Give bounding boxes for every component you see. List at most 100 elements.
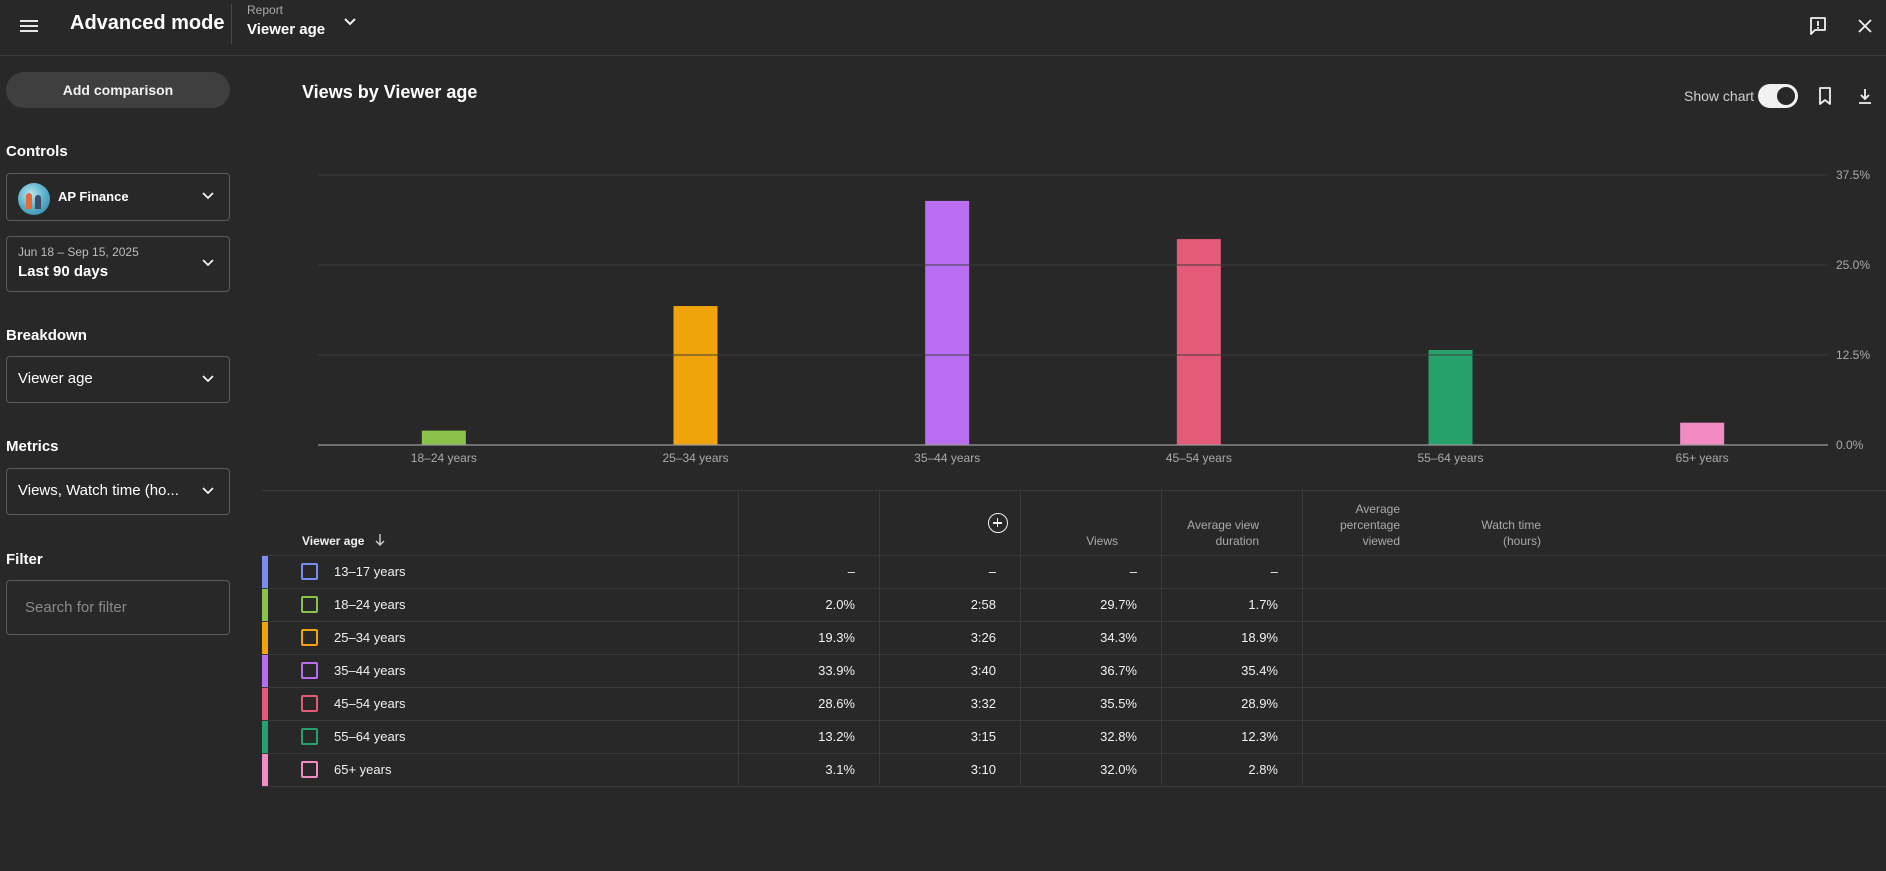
row-checkbox[interactable] [301,629,318,646]
table-row[interactable]: 25–34 years 19.3% 3:26 34.3% 18.9% [262,621,1886,654]
cell-avg-view-duration: 3:26 [970,630,996,645]
divider [231,4,232,44]
header-line: (hours) [1502,534,1541,548]
sort-arrow-down-icon[interactable] [374,533,386,547]
feedback-icon[interactable] [1806,14,1830,38]
column-divider [1302,491,1303,785]
row-divider [262,753,1886,754]
column-header-watch-time[interactable]: Watch time (hours) [1421,517,1541,549]
series-color-strip [262,721,268,753]
header-line: duration [1215,534,1259,548]
series-color-strip [262,655,268,687]
report-value: Viewer age [247,21,326,38]
series-color-strip [262,688,268,720]
table-row[interactable]: 45–54 years 28.6% 3:32 35.5% 28.9% [262,687,1886,720]
row-divider [262,588,1886,589]
series-color-strip [262,754,268,786]
metrics-title: Metrics [6,438,59,455]
cell-watch-time: 35.4% [1241,663,1278,678]
cell-watch-time: 28.9% [1241,696,1278,711]
add-metric-icon[interactable] [988,513,1008,533]
series-color-strip [262,589,268,621]
chart-bar [1428,349,1473,445]
cell-avg-percentage-viewed: – [1129,564,1137,579]
row-checkbox[interactable] [301,761,318,778]
close-icon[interactable] [1853,14,1877,38]
report-selector[interactable]: Report Viewer age [247,3,367,45]
x-tick-label: 65+ years [1676,451,1729,465]
chart-bar [1176,239,1221,445]
chevron-down-icon [202,486,214,494]
row-divider [262,786,1886,787]
row-divider [262,555,1886,556]
y-tick-label: 0.0% [1836,438,1864,452]
cell-views: 2.0% [825,597,855,612]
cell-views: 13.2% [818,729,855,744]
cell-avg-view-duration: 3:10 [970,762,996,777]
cell-views: 19.3% [818,630,855,645]
row-label: 55–64 years [334,729,406,744]
row-checkbox[interactable] [301,662,318,679]
row-label: 13–17 years [334,564,406,579]
table-row[interactable]: 65+ years 3.1% 3:10 32.0% 2.8% [262,753,1886,786]
filter-search-input[interactable] [6,580,230,635]
header-line: Average [1355,502,1400,516]
chevron-down-icon [202,192,214,200]
row-checkbox[interactable] [301,695,318,712]
row-checkbox[interactable] [301,563,318,580]
bookmark-icon[interactable] [1813,84,1837,108]
table-row[interactable]: 18–24 years 2.0% 2:58 29.7% 1.7% [262,588,1886,621]
cell-avg-view-duration: – [988,564,996,579]
breakdown-title: Breakdown [6,327,87,344]
table-row[interactable]: 55–64 years 13.2% 3:15 32.8% 12.3% [262,720,1886,753]
column-header-avg-view-duration[interactable]: Average view duration [1139,517,1259,549]
row-checkbox[interactable] [301,596,318,613]
breakdown-value: Viewer age [18,370,93,387]
table-row[interactable]: 35–44 years 33.9% 3:40 36.7% 35.4% [262,654,1886,687]
data-table: Viewer age Views Average view duration A… [262,491,1886,787]
row-divider [262,687,1886,688]
metrics-dropdown[interactable]: Views, Watch time (ho... [6,468,230,515]
column-divider [1161,491,1162,785]
column-divider [738,491,739,785]
chart-bar [1680,422,1725,445]
y-tick-label: 25.0% [1836,258,1870,272]
cell-avg-view-duration: 3:32 [970,696,996,711]
cell-avg-view-duration: 2:58 [970,597,996,612]
channel-name: AP Finance [58,189,129,204]
chart-bar [673,306,718,445]
chevron-down-icon [344,18,356,26]
column-header-views[interactable]: Views [1086,534,1118,548]
chevron-down-icon [202,374,214,382]
download-icon[interactable] [1853,84,1877,108]
row-label: 65+ years [334,762,392,777]
avatar [18,183,50,215]
cell-avg-percentage-viewed: 32.0% [1100,762,1137,777]
row-divider [262,621,1886,622]
header-line: viewed [1362,534,1400,548]
row-checkbox[interactable] [301,728,318,745]
column-header-viewer-age[interactable]: Viewer age [302,534,365,548]
app-title: Advanced mode [70,12,225,34]
add-comparison-button[interactable]: Add comparison [6,72,230,108]
table-row[interactable]: 13–17 years – – – – [262,555,1886,588]
controls-title: Controls [6,143,68,160]
row-label: 25–34 years [334,630,406,645]
cell-views: – [847,564,855,579]
show-chart-toggle[interactable] [1758,84,1798,108]
date-range-dropdown[interactable]: Jun 18 – Sep 15, 2025 Last 90 days [6,236,230,292]
chart-bar [421,430,466,445]
channel-dropdown[interactable]: AP Finance [6,173,230,221]
row-label: 18–24 years [334,597,406,612]
filter-title: Filter [6,551,43,568]
row-divider [262,720,1886,721]
column-header-avg-percentage-viewed[interactable]: Average percentage viewed [1280,501,1400,549]
header-line: Watch time [1481,518,1541,532]
divider [262,490,1886,491]
menu-icon[interactable] [17,14,41,38]
x-tick-label: 55–64 years [1417,451,1483,465]
show-chart-label: Show chart [1684,88,1755,104]
cell-views: 3.1% [825,762,855,777]
breakdown-dropdown[interactable]: Viewer age [6,356,230,403]
cell-watch-time: 1.7% [1248,597,1278,612]
